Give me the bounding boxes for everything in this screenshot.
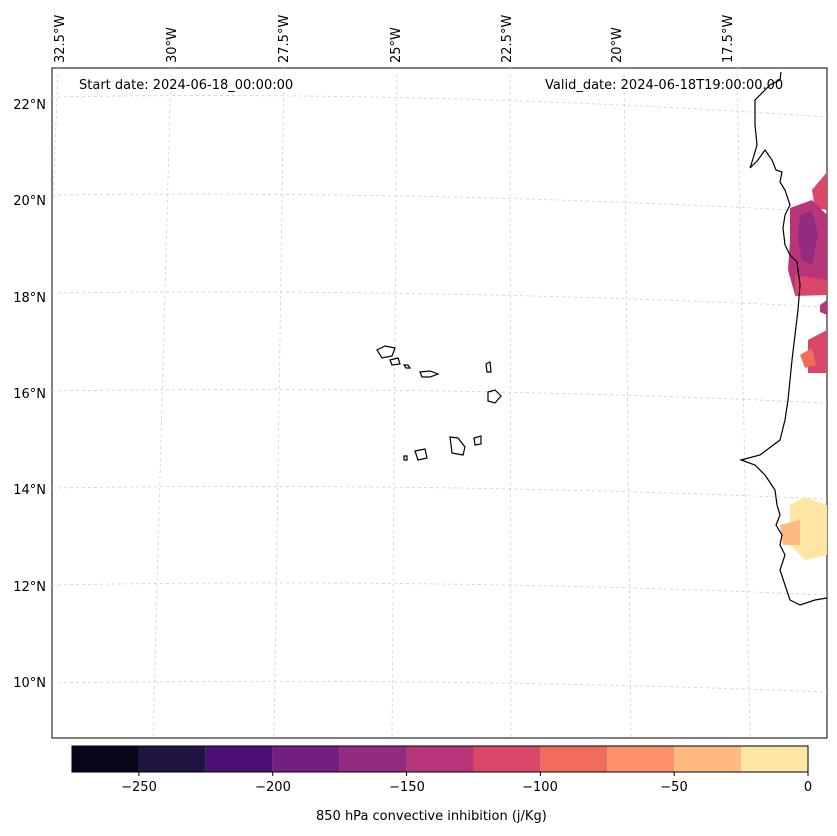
meridian-25w (391, 67, 398, 739)
cape-verde-island (389, 357, 401, 366)
coastline (376, 71, 828, 606)
colorbar-swatch (540, 746, 608, 772)
meridian-32-5w (52, 67, 59, 201)
colorbar-swatch (339, 746, 407, 772)
colorbar-swatch (607, 746, 675, 772)
valid-date-label: Valid_date: 2024-06-18T19:00:00.00 (545, 78, 784, 93)
colorbar-tick-label: 0 (803, 780, 813, 795)
colorbar-frame (71, 745, 809, 773)
cape-verde-island (487, 389, 502, 404)
cape-verde-island (414, 448, 428, 461)
lon-label: 25°W (389, 27, 404, 63)
colorbar-title: 850 hPa convective inhibition (j/Kg) (316, 809, 547, 824)
parallel-10n (51, 680, 828, 693)
lon-label: 30°W (165, 27, 180, 63)
lat-label: 16°N (13, 387, 46, 402)
colorbar-tick-label: −250 (121, 780, 157, 795)
cape-verde-island (473, 435, 482, 446)
meridian-27-5w (273, 67, 285, 739)
cape-verde-island (449, 436, 466, 456)
meridian-22-5w (509, 67, 512, 739)
start-date-label: Start date: 2024-06-18_00:00:00 (79, 78, 294, 93)
cape-verde-island (485, 361, 492, 373)
lat-label: 12°N (13, 580, 46, 595)
colorbar-tick-label: −200 (255, 780, 291, 795)
parallel-22n (51, 95, 828, 118)
colorbar-swatch (674, 746, 742, 772)
graticule (51, 67, 828, 739)
colorbar-swatches (72, 746, 808, 772)
colorbar-tick-label: −100 (522, 780, 558, 795)
cape-verde-island (403, 455, 408, 461)
map-frame (51, 67, 828, 739)
parallel-12n (51, 582, 828, 596)
meridian-17-5w (736, 67, 751, 739)
colorbar-swatch (473, 746, 541, 772)
colorbar-tick-label: −50 (660, 780, 688, 795)
cin-field (780, 172, 827, 560)
colorbar-swatch (741, 746, 808, 772)
lat-label: 22°N (13, 98, 46, 113)
lon-label: 27.5°W (277, 14, 292, 63)
lat-label: 20°N (13, 194, 46, 209)
africa-coast (738, 71, 828, 606)
colorbar-ticks (138, 772, 809, 776)
cape-verde-island (376, 345, 396, 359)
parallel-16n (51, 389, 828, 404)
cape-verde-island (419, 370, 440, 378)
cin-patch (795, 275, 827, 296)
colorbar-tick-label: −150 (389, 780, 425, 795)
colorbar-swatch (272, 746, 340, 772)
cin-patch (798, 210, 818, 265)
lon-label: 17.5°W (721, 14, 736, 63)
meridian-20w (623, 67, 632, 739)
parallel-14n (51, 486, 828, 500)
cin-patch (800, 348, 816, 368)
parallel-20n (51, 193, 828, 213)
cin-patch (820, 300, 827, 315)
cape-verde-island (402, 364, 412, 369)
lat-label: 18°N (13, 291, 46, 306)
meridian-30w (152, 67, 172, 739)
cin-patch (780, 520, 800, 545)
colorbar-swatch (205, 746, 273, 772)
lat-label: 10°N (13, 676, 46, 691)
parallel-18n (51, 291, 828, 308)
lon-label: 22.5°W (500, 14, 515, 63)
colorbar-swatch (406, 746, 474, 772)
colorbar-swatch (72, 746, 139, 772)
lat-label: 14°N (13, 483, 46, 498)
lon-label: 20°W (610, 27, 625, 63)
colorbar-swatch (138, 746, 206, 772)
colorbar (71, 745, 809, 776)
lon-label: 32.5°W (53, 14, 68, 63)
cin-patch (812, 172, 827, 210)
